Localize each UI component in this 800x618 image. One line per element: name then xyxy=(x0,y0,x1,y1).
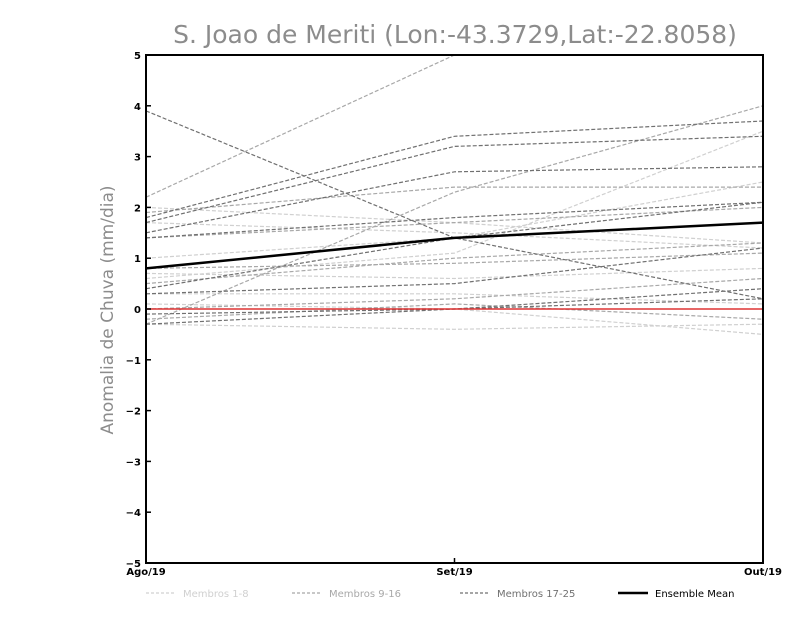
legend-label: Membros 1-8 xyxy=(183,589,249,600)
y-tick-label: −5 xyxy=(126,559,141,570)
member-line-g2-2 xyxy=(146,105,763,325)
y-tick-label: −3 xyxy=(126,457,141,468)
y-tick-label: 4 xyxy=(134,102,141,113)
x-tick-label: Set/19 xyxy=(436,567,472,578)
member-line-g3-7 xyxy=(146,247,763,295)
y-tick-label: 5 xyxy=(134,51,141,62)
y-tick-label: 0 xyxy=(134,305,141,316)
member-line-g1-7 xyxy=(146,293,763,305)
member-line-g3-1 xyxy=(146,120,763,219)
member-line-g3-5 xyxy=(146,201,763,239)
y-tick-label: −2 xyxy=(126,407,141,418)
x-axis-ticks: Ago/19 Set/19 Out/19 xyxy=(126,558,782,578)
legend-label: Membros 9-16 xyxy=(329,589,401,600)
y-tick-label: 1 xyxy=(134,254,141,265)
member-line-g3-3 xyxy=(146,166,763,234)
member-line-g2-8 xyxy=(146,252,763,269)
member-line-g2-3 xyxy=(146,186,763,214)
member-line-g2-4 xyxy=(146,206,763,239)
ensemble-mean-line xyxy=(146,221,763,270)
member-line-g2-6 xyxy=(146,277,763,310)
legend-label: Ensemble Mean xyxy=(655,589,734,600)
member-line-g1-2 xyxy=(146,222,763,249)
member-line-g2-5 xyxy=(146,242,763,285)
y-axis-label: Anomalia de Chuva (mm/dia) xyxy=(98,185,118,434)
legend-label: Membros 17-25 xyxy=(497,589,575,600)
legend: Membros 1-8 Membros 9-16 Membros 17-25 Ense… xyxy=(146,589,734,600)
member-line-g1-4 xyxy=(146,130,763,280)
member-line-g2-1 xyxy=(146,55,467,198)
y-tick-label: −1 xyxy=(126,356,141,367)
member-line-g1-6 xyxy=(146,323,763,330)
member-line-g1-3 xyxy=(146,181,763,259)
y-tick-label: 3 xyxy=(134,153,141,164)
y-tick-label: 2 xyxy=(134,203,141,214)
member-line-g3-2 xyxy=(146,135,763,224)
member-line-g2-7 xyxy=(146,303,763,320)
y-axis-ticks: −5 −4 −3 −2 −1 0 1 2 3 4 5 xyxy=(126,51,151,570)
y-tick-label: −4 xyxy=(126,508,141,519)
plot-lines xyxy=(146,55,763,335)
x-tick-label: Ago/19 xyxy=(126,567,165,578)
chart-title: S. Joao de Meriti (Lon:-43.3729,Lat:-22.… xyxy=(173,20,737,49)
x-tick-label: Out/19 xyxy=(744,567,782,578)
